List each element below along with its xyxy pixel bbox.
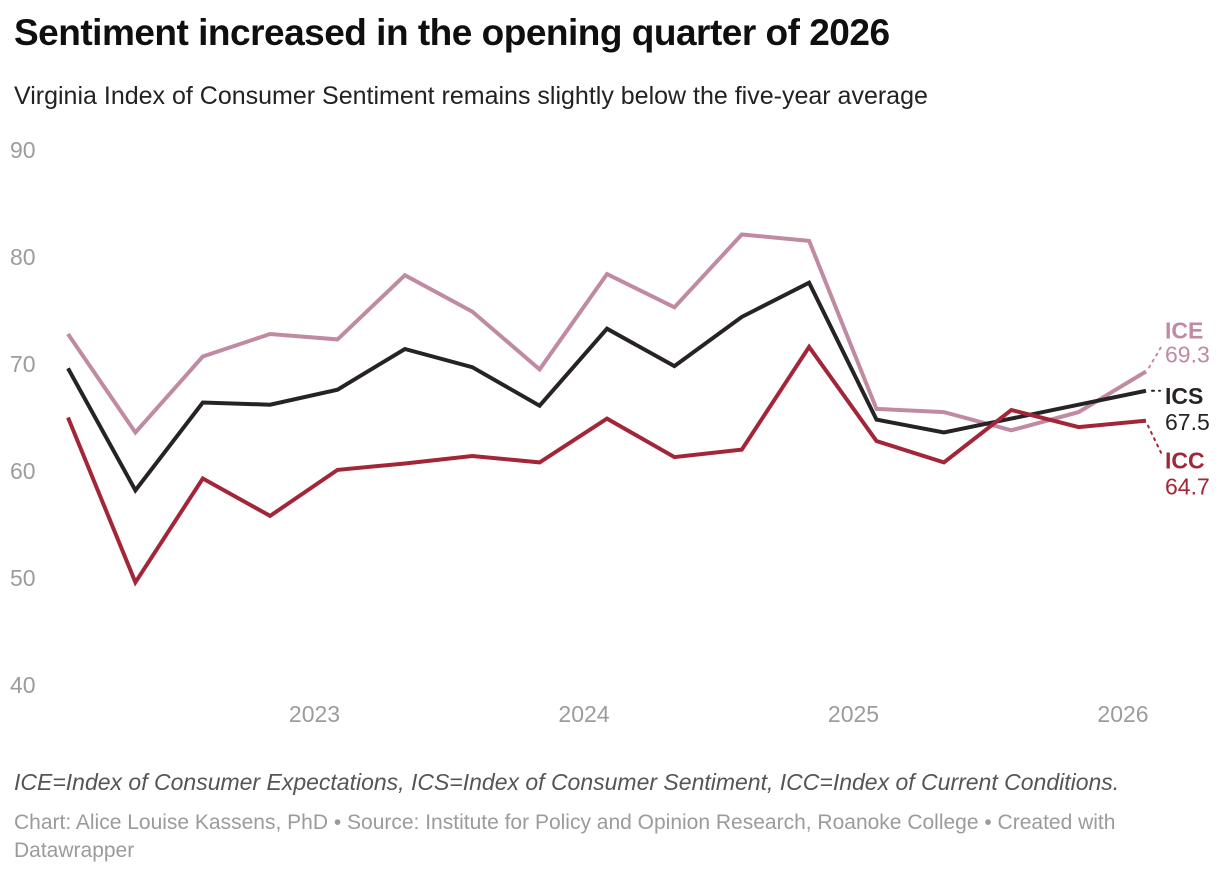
series-connector-ICC xyxy=(1147,424,1163,456)
x-axis-tick-label: 2026 xyxy=(1097,701,1148,727)
y-axis-tick-label: 70 xyxy=(10,351,36,377)
page-title: Sentiment increased in the opening quart… xyxy=(14,12,890,53)
y-axis-tick-label: 80 xyxy=(10,244,36,270)
y-axis-tick-label: 40 xyxy=(10,672,36,698)
y-axis-tick-label: 50 xyxy=(10,565,36,591)
page-subtitle: Virginia Index of Consumer Sentiment rem… xyxy=(14,82,928,110)
chart-footnote: ICE=Index of Consumer Expectations, ICS=… xyxy=(14,769,1120,795)
series-end-value-ICS: 67.5 xyxy=(1165,409,1210,435)
x-axis-tick-label: 2024 xyxy=(558,701,609,727)
series-end-label-ICE: ICE xyxy=(1165,317,1203,343)
series-end-value-ICC: 64.7 xyxy=(1165,474,1210,500)
series-end-label-ICC: ICC xyxy=(1165,448,1205,474)
x-axis-tick-label: 2023 xyxy=(289,701,340,727)
chart-credit: Chart: Alice Louise Kassens, PhD • Sourc… xyxy=(14,811,1116,863)
x-axis-tick-label: 2025 xyxy=(828,701,879,727)
series-end-value-ICE: 69.3 xyxy=(1165,341,1210,367)
series-line-ICC xyxy=(66,343,1147,587)
series-connector-ICE xyxy=(1148,344,1163,369)
series-line-ICS xyxy=(66,279,1147,494)
series-end-label-ICS: ICS xyxy=(1165,383,1203,409)
y-axis-tick-label: 60 xyxy=(10,458,36,484)
y-axis-tick-label: 90 xyxy=(10,137,36,163)
series-line-ICE xyxy=(66,232,1148,436)
